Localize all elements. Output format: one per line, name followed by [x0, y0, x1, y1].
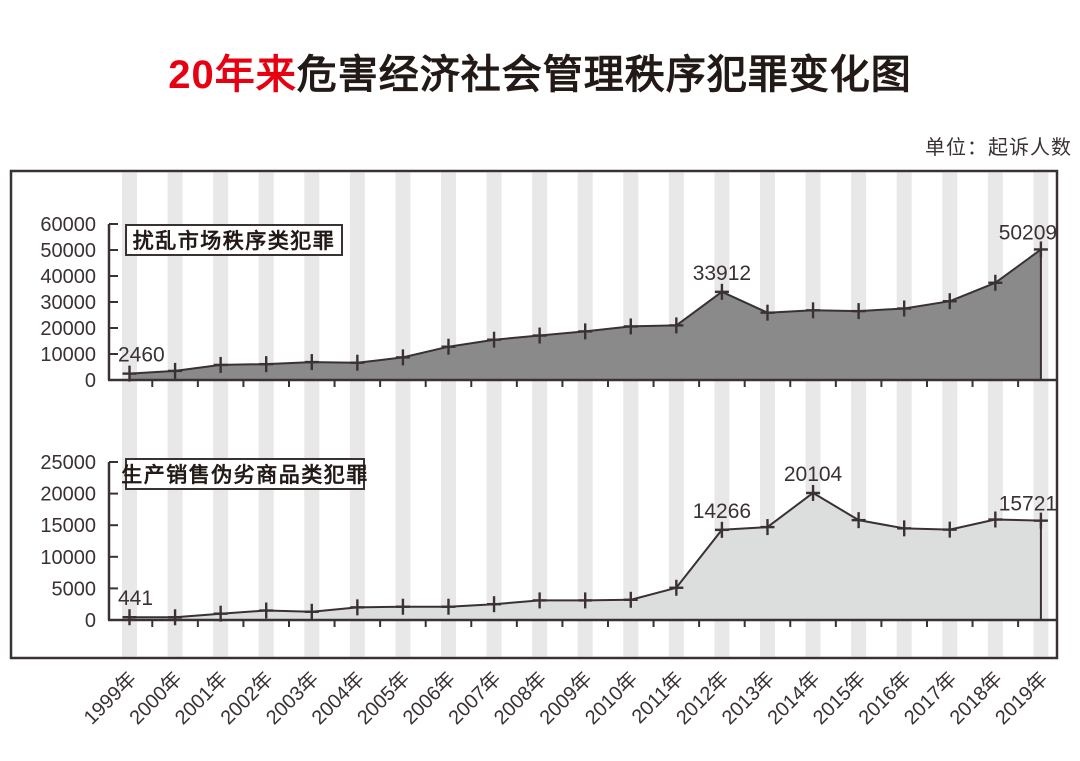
value-label: 20104	[784, 463, 843, 486]
y-tick-label: 30000	[40, 292, 96, 314]
background-stripe	[167, 172, 183, 657]
y-tick-label: 10000	[40, 344, 96, 366]
value-label: 2460	[118, 344, 165, 367]
title-rest: 危害经济社会管理秩序犯罪变化图	[296, 53, 912, 97]
background-stripe	[440, 172, 456, 657]
background-stripe	[623, 172, 639, 657]
y-tick-label: 50000	[40, 240, 96, 262]
y-tick-label: 0	[85, 370, 96, 392]
background-stripe	[532, 172, 548, 657]
unit-label: 单位：起诉人数	[925, 137, 1072, 159]
y-tick-label: 0	[85, 610, 96, 632]
value-label: 15721	[999, 493, 1057, 516]
y-tick-label: 5000	[52, 578, 97, 600]
y-tick-label: 60000	[40, 214, 96, 236]
area-market-order	[129, 249, 1041, 379]
background-stripe	[122, 172, 137, 657]
background-stripe	[486, 172, 502, 657]
page-title: 20年来危害经济社会管理秩序犯罪变化图	[0, 42, 1080, 100]
y-tick-label: 20000	[40, 318, 96, 340]
y-tick-label: 10000	[40, 547, 96, 569]
value-label: 441	[118, 587, 153, 610]
series-line	[129, 248, 1042, 379]
background-stripe	[258, 172, 274, 657]
value-label: 33912	[693, 262, 751, 285]
series-line	[129, 491, 1042, 619]
y-tick-label: 25000	[40, 452, 96, 474]
value-label: 50209	[999, 221, 1057, 244]
background-stripe	[395, 172, 411, 657]
background-stripe	[577, 172, 593, 657]
background-stripe	[213, 172, 229, 657]
area-counterfeit-goods	[129, 492, 1041, 619]
legend-market-order-crimes: 扰乱市场秩序类犯罪	[125, 224, 343, 256]
y-tick-label: 40000	[40, 266, 96, 288]
y-tick-label: 15000	[40, 515, 96, 537]
background-stripe	[349, 172, 365, 657]
chart-frame	[9, 169, 1059, 660]
background-stripe	[304, 172, 320, 657]
legend-counterfeit-goods-crimes: 生产销售伪劣商品类犯罪	[121, 458, 367, 490]
value-label: 14266	[693, 500, 751, 523]
y-tick-label: 20000	[40, 484, 96, 506]
background-stripe	[668, 172, 684, 657]
title-highlight: 20年来	[168, 53, 297, 97]
